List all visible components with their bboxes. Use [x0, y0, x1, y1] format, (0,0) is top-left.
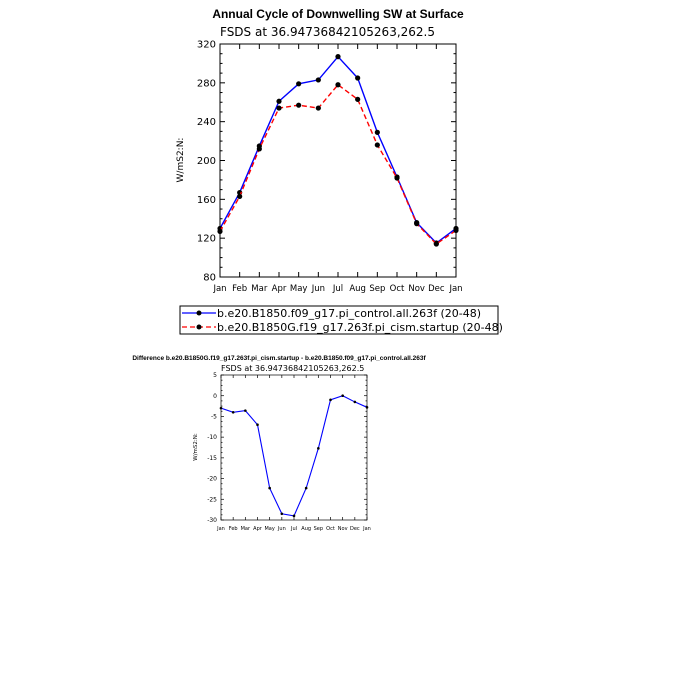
chart2-xtick-label: Oct [326, 526, 335, 532]
chart1-data-point-1 [315, 105, 321, 111]
legend-marker-blue [196, 310, 202, 316]
chart1-data-point-1 [217, 228, 223, 234]
chart2-ytick-label: 5 [213, 372, 217, 379]
chart1-data-point-0 [374, 129, 380, 135]
chart2-data-point-0 [341, 394, 344, 398]
chart1-data-point-0 [296, 81, 302, 87]
chart2-ytick-label: -5 [211, 414, 217, 421]
chart2-xtick-label: Feb [229, 526, 238, 532]
chart2-data-point-0 [317, 447, 320, 450]
chart1-plot: 80 120 160 200 240 280 320 Jan Feb Mar Apr May Jun Ju… [197, 40, 463, 295]
chart1-data-point-0 [335, 54, 341, 60]
chart1-ylabel: W/mS2:N: [176, 138, 186, 183]
chart1-xtick-label: Dec [428, 284, 445, 294]
chart1-title: Annual Cycle of Downwelling SW at Surfac… [212, 7, 464, 21]
chart1-data-point-1 [433, 241, 439, 247]
chart2-ytick-label: -25 [207, 496, 217, 503]
chart2-data-point-0 [365, 406, 369, 409]
chart1-ytick-label: 80 [203, 273, 216, 284]
chart1-data-point-0 [276, 98, 282, 104]
chart2-xtick-label: Jul [290, 526, 297, 532]
chart2-data-point-0 [280, 512, 284, 516]
chart2-data-point-0 [292, 514, 296, 518]
chart1-xtick-label: Apr [272, 284, 287, 294]
chart2-data-point-0 [256, 423, 259, 427]
chart1-xtick-label: Jun [311, 284, 325, 294]
chart1-ytick-label: 320 [197, 40, 216, 51]
chart1-ytick-label: 160 [197, 195, 216, 206]
chart2-series-line-0 [220, 395, 368, 517]
chart2-ytick-label: 0 [213, 393, 217, 400]
chart2-subtitle: FSDS at 36.94736842105263,262.5 [221, 364, 364, 373]
chart2-data-point-0 [329, 398, 332, 402]
chart2-xtick-label: Aug [301, 526, 311, 532]
chart1-data-point-1 [355, 96, 361, 102]
chart1-xtick-label: Aug [349, 284, 366, 294]
chart1-data-point-1 [453, 227, 459, 233]
chart2-data-point-0 [219, 406, 223, 410]
chart1-data-point-0 [315, 77, 321, 83]
chart2-data-point-0 [353, 400, 357, 404]
chart1-xtick-label: Jan [448, 284, 462, 294]
chart2-xtick-label: Jan [216, 526, 225, 532]
chart1-ytick-label: 120 [197, 234, 216, 245]
chart2-ytick-label: -10 [207, 434, 217, 441]
chart1-ytick-label: 200 [197, 156, 216, 167]
chart1-data-point-1 [276, 105, 282, 111]
chart2-plot: -30 -25 -20 -15 -10 -5 0 5 Jan Feb Mar Apr May Jun Jul… [207, 372, 371, 532]
chart2-data-point-0 [244, 409, 247, 412]
chart1-xtick-label: May [290, 284, 308, 294]
chart1-data-point-1 [394, 175, 400, 181]
chart1-frame [219, 43, 457, 278]
chart1-xtick-label: Jul [332, 284, 343, 294]
chart2-data-point-0 [304, 486, 308, 490]
chart2-xtick-label: Apr [253, 526, 263, 532]
chart1-xtick-label: Sep [369, 284, 385, 294]
chart1-data-point-0 [355, 75, 361, 81]
chart1-data-point-1 [256, 146, 262, 152]
chart1-data-point-1 [296, 102, 302, 108]
chart2-ylabel: W/mS2:N: [193, 433, 199, 461]
legend-label-red: b.e20.B1850G.f19_g17.263f.pi_cism.startu… [217, 321, 503, 334]
chart1-xtick-label: Feb [232, 284, 247, 294]
chart1-xtick-label: Mar [251, 284, 268, 294]
chart1-subtitle: FSDS at 36.94736842105263,262.5 [220, 25, 435, 39]
chart2-xtick-label: Jun [277, 526, 286, 532]
chart2-data-point-0 [268, 486, 271, 490]
chart1-ytick-label: 280 [197, 78, 216, 89]
chart2-data-point-0 [231, 410, 235, 414]
chart2-xtick-label: May [264, 526, 274, 532]
chart1-data-point-1 [414, 221, 420, 227]
chart2-title: Difference b.e20.B1850G.f19_g17.263f.pi_… [132, 355, 426, 362]
chart1-data-point-1 [335, 82, 341, 88]
chart2-xtick-label: Mar [241, 526, 251, 532]
chart1-xtick-label: Oct [390, 284, 405, 294]
chart1-xtick-label: Nov [408, 284, 425, 294]
chart2-ytick-label: -15 [207, 455, 217, 462]
legend-box [179, 305, 499, 335]
chart2-ytick-label: -30 [207, 517, 217, 524]
chart1-legend: b.e20.B1850.f09_g17.pi_control.all.263f … [179, 305, 503, 335]
chart1-series-line-1 [219, 83, 457, 245]
chart1-xtick-label: Jan [212, 284, 226, 294]
legend-marker-red [196, 324, 202, 330]
chart1-data-point-1 [237, 193, 243, 200]
chart2-xtick-label: Nov [338, 526, 348, 532]
chart2-ytick-label: -20 [207, 476, 217, 483]
legend-label-blue: b.e20.B1850.f09_g17.pi_control.all.263f … [217, 307, 481, 320]
chart2-xtick-label: Sep [314, 526, 323, 532]
chart1-ytick-label: 240 [197, 117, 216, 128]
chart2-xtick-label: Jan [362, 526, 371, 532]
chart2-xtick-label: Dec [350, 526, 360, 532]
chart1-data-point-1 [374, 142, 380, 148]
